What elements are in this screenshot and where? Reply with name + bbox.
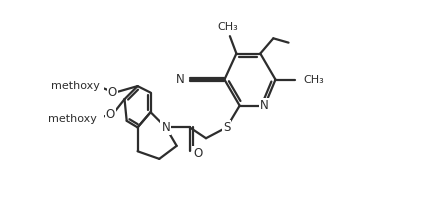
Text: O: O [105, 108, 115, 121]
Text: N: N [176, 73, 184, 86]
Text: CH₃: CH₃ [217, 22, 238, 33]
Text: N: N [162, 121, 170, 134]
Text: CH₃: CH₃ [304, 75, 324, 84]
Text: O: O [193, 147, 202, 160]
Text: O: O [108, 86, 117, 99]
Text: methoxy: methoxy [51, 81, 99, 91]
Text: S: S [223, 121, 230, 134]
Text: N: N [260, 99, 269, 112]
Text: methoxy: methoxy [48, 114, 97, 124]
